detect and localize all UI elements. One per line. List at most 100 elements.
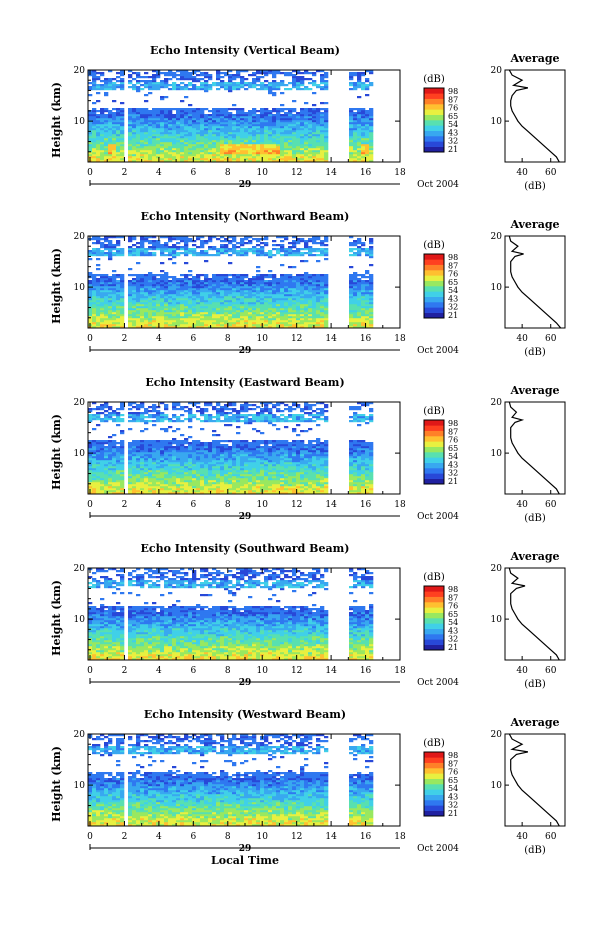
heatmap-cell: [112, 236, 117, 239]
heatmap-cell: [304, 118, 309, 121]
heatmap-cell: [216, 290, 221, 293]
heatmap-cell: [324, 258, 329, 261]
heatmap-cell: [136, 306, 141, 309]
heatmap-cell: [288, 110, 293, 113]
heatmap-cell: [316, 312, 321, 315]
heatmap-cell: [152, 320, 157, 323]
heatmap-cell: [256, 252, 261, 255]
heatmap-cell: [312, 294, 317, 297]
heatmap-cell: [264, 316, 269, 319]
heatmap-cell: [292, 118, 297, 121]
heatmap-cell: [168, 248, 173, 251]
heatmap-cell: [192, 278, 197, 281]
heatmap-cell: [324, 282, 329, 285]
heatmap-cell: [240, 130, 245, 133]
heatmap-cell: [296, 134, 301, 137]
heatmap-cell: [120, 156, 125, 159]
heatmap-cell: [168, 128, 173, 131]
heatmap-cell: [140, 322, 145, 325]
heatmap-cell: [361, 122, 366, 125]
heatmap-cell: [264, 84, 269, 87]
heatmap-cell: [132, 116, 137, 119]
heatmap-cell: [288, 82, 293, 85]
heatmap-cell: [212, 142, 217, 145]
heatmap-cell: [312, 296, 317, 299]
heatmap-cell: [268, 132, 273, 135]
heatmap-cell: [353, 272, 358, 275]
heatmap-cell: [232, 252, 237, 255]
heatmap-cell: [272, 88, 277, 91]
heatmap-cell: [276, 308, 281, 311]
heatmap-cell: [244, 314, 249, 317]
heatmap-cell: [300, 126, 305, 129]
heatmap-cell: [224, 324, 229, 327]
heatmap-cell: [276, 148, 281, 151]
heatmap-cell: [300, 152, 305, 155]
heatmap-cell: [288, 306, 293, 309]
heatmap-cell: [320, 130, 325, 133]
profile-line: [508, 235, 562, 329]
heatmap-cell: [357, 138, 362, 141]
heatmap-cell: [120, 136, 125, 139]
heatmap-cell: [108, 144, 113, 147]
heatmap-cell: [212, 116, 217, 119]
heatmap-cell: [200, 160, 205, 163]
heatmap-cell: [116, 486, 121, 489]
heatmap-cell: [140, 300, 145, 303]
heatmap-cell: [232, 308, 237, 311]
heatmap-cell: [264, 138, 269, 141]
heatmap-cell: [96, 326, 101, 329]
plot-frame: [87, 69, 401, 163]
heatmap-cell: [100, 80, 105, 83]
x-tick-label: 10: [256, 168, 268, 178]
heatmap-cell: [252, 126, 257, 129]
heatmap-cell: [192, 490, 197, 493]
heatmap-cell: [192, 110, 197, 113]
heatmap-cell: [264, 114, 269, 117]
heatmap-cell: [148, 492, 153, 495]
heatmap-cell: [284, 296, 289, 299]
heatmap-cell: [240, 252, 245, 255]
heatmap-cell: [192, 310, 197, 313]
heatmap-cell: [353, 278, 358, 281]
heatmap-cell: [304, 276, 309, 279]
heatmap-cell: [260, 86, 265, 89]
heatmap-cell: [292, 138, 297, 141]
heatmap-cell: [252, 86, 257, 89]
heatmap-cell: [116, 312, 121, 315]
heatmap-cell: [244, 152, 249, 155]
heatmap-cell: [92, 296, 97, 299]
heatmap-cell: [96, 78, 101, 81]
heatmap-cell: [224, 244, 229, 247]
heatmap-cell: [256, 288, 261, 291]
heatmap-cell: [369, 296, 374, 299]
heatmap-cell: [357, 318, 362, 321]
heatmap-cell: [284, 84, 289, 87]
heatmap-cell: [365, 152, 370, 155]
heatmap-cell: [192, 132, 197, 135]
heatmap-cell: [248, 136, 253, 139]
heatmap-cell: [100, 142, 105, 145]
heatmap-cell: [288, 252, 293, 255]
heatmap-cell: [200, 306, 205, 309]
heatmap-cell: [312, 148, 317, 151]
heatmap-cell: [192, 298, 197, 301]
heatmap-cell: [284, 154, 289, 157]
heatmap-cell: [168, 284, 173, 287]
heatmap-cell: [116, 290, 121, 293]
heatmap-cell: [140, 156, 145, 159]
heatmap-cell: [104, 84, 109, 87]
heatmap-cell: [252, 116, 257, 119]
heatmap-cell: [232, 304, 237, 307]
heatmap-cell: [357, 114, 362, 117]
heatmap-cell: [248, 86, 253, 89]
heatmap-cell: [300, 156, 305, 159]
heatmap-cell: [120, 462, 125, 465]
heatmap-cell: [369, 324, 374, 327]
heatmap-cell: [280, 132, 285, 135]
heatmap-cell: [268, 154, 273, 157]
heatmap-cell: [216, 254, 221, 257]
heatmap-cell: [164, 122, 169, 125]
heatmap-cell: [204, 306, 209, 309]
heatmap-cell: [132, 492, 137, 495]
